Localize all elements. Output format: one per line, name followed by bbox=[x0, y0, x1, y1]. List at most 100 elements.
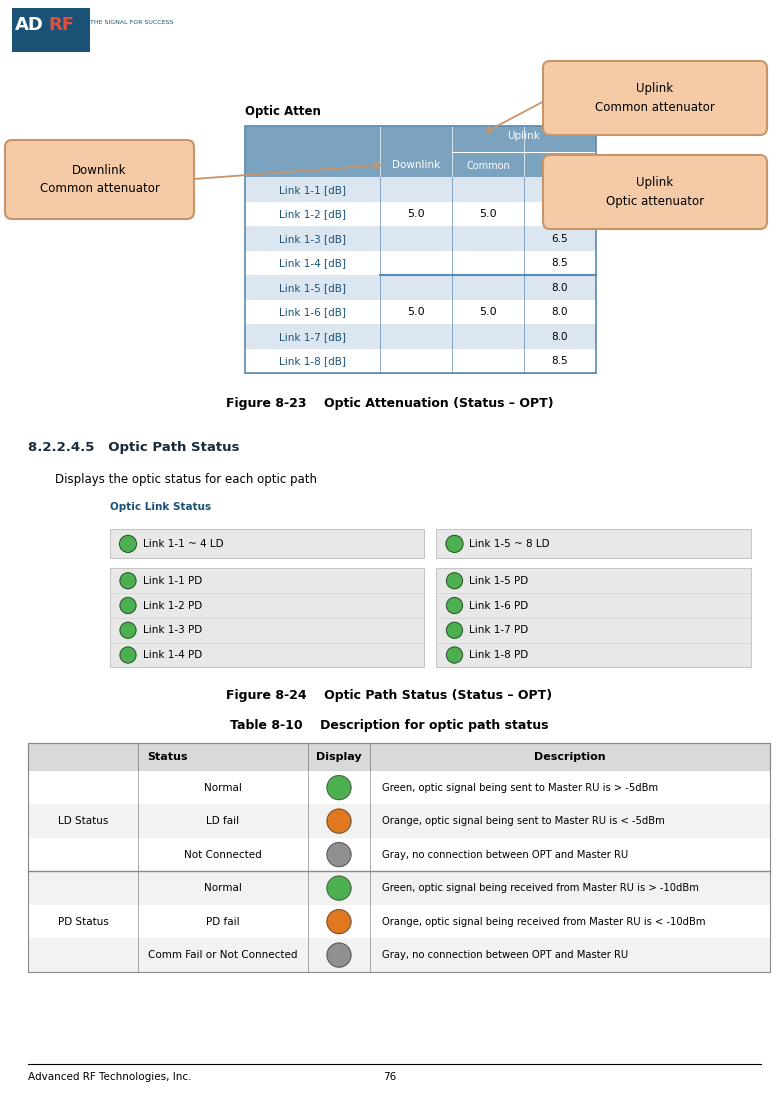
Text: 76: 76 bbox=[382, 1072, 397, 1083]
FancyBboxPatch shape bbox=[245, 202, 596, 226]
Text: Link 1-2 PD: Link 1-2 PD bbox=[143, 600, 203, 611]
FancyBboxPatch shape bbox=[543, 62, 767, 135]
Text: Link 1-6 PD: Link 1-6 PD bbox=[470, 600, 529, 611]
Text: 8.0: 8.0 bbox=[552, 332, 568, 342]
Text: Link 1-5 ~ 8 LD: Link 1-5 ~ 8 LD bbox=[470, 539, 550, 548]
Text: Not Connected: Not Connected bbox=[184, 850, 262, 859]
Text: 8.5: 8.5 bbox=[552, 258, 569, 268]
Text: LD fail: LD fail bbox=[206, 817, 240, 826]
Text: Link 1-8 PD: Link 1-8 PD bbox=[470, 650, 529, 660]
Text: Link 1-3 [dB]: Link 1-3 [dB] bbox=[279, 234, 346, 244]
Text: Optic Link Status: Optic Link Status bbox=[110, 502, 211, 512]
Circle shape bbox=[119, 535, 136, 553]
Text: 8.0: 8.0 bbox=[552, 307, 568, 318]
FancyBboxPatch shape bbox=[28, 837, 770, 872]
Text: Advanced RF Technologies, Inc.: Advanced RF Technologies, Inc. bbox=[28, 1072, 192, 1083]
FancyBboxPatch shape bbox=[245, 276, 596, 300]
Circle shape bbox=[120, 598, 136, 613]
Circle shape bbox=[120, 622, 136, 639]
Text: Downlink
Common attenuator: Downlink Common attenuator bbox=[40, 164, 160, 196]
Text: Displays the optic status for each optic path: Displays the optic status for each optic… bbox=[55, 473, 317, 486]
FancyBboxPatch shape bbox=[245, 251, 596, 276]
Text: Normal: Normal bbox=[204, 782, 242, 792]
Text: Figure 8-23    Optic Attenuation (Status – OPT): Figure 8-23 Optic Attenuation (Status – … bbox=[226, 397, 553, 410]
Text: Description: Description bbox=[534, 752, 606, 762]
FancyBboxPatch shape bbox=[436, 530, 751, 558]
Text: Downlink: Downlink bbox=[392, 159, 440, 169]
FancyBboxPatch shape bbox=[245, 324, 596, 348]
Text: Link 1-2 [dB]: Link 1-2 [dB] bbox=[279, 209, 346, 219]
Text: Gray, no connection between OPT and Master RU: Gray, no connection between OPT and Mast… bbox=[382, 850, 628, 859]
Text: THE SIGNAL FOR SUCCESS: THE SIGNAL FOR SUCCESS bbox=[90, 20, 173, 25]
Text: Display: Display bbox=[316, 752, 361, 762]
Text: Comm Fail or Not Connected: Comm Fail or Not Connected bbox=[148, 951, 298, 961]
Circle shape bbox=[327, 809, 351, 833]
Circle shape bbox=[327, 943, 351, 967]
FancyBboxPatch shape bbox=[110, 568, 425, 667]
FancyBboxPatch shape bbox=[28, 743, 770, 770]
FancyBboxPatch shape bbox=[28, 804, 770, 837]
Text: Green, optic signal being received from Master RU is > -10dBm: Green, optic signal being received from … bbox=[382, 884, 699, 893]
Text: Link 1-1 [dB]: Link 1-1 [dB] bbox=[279, 185, 346, 195]
Text: 5.0: 5.0 bbox=[407, 307, 425, 318]
FancyBboxPatch shape bbox=[436, 568, 751, 667]
Circle shape bbox=[446, 647, 463, 663]
Text: Gray, no connection between OPT and Master RU: Gray, no connection between OPT and Mast… bbox=[382, 951, 628, 961]
FancyBboxPatch shape bbox=[28, 770, 770, 804]
FancyBboxPatch shape bbox=[5, 140, 194, 219]
Text: Status: Status bbox=[148, 752, 189, 762]
FancyBboxPatch shape bbox=[245, 126, 596, 177]
Text: 5.0: 5.0 bbox=[407, 209, 425, 219]
Text: Uplink
Optic attenuator: Uplink Optic attenuator bbox=[606, 176, 704, 208]
Text: 8.5: 8.5 bbox=[552, 356, 569, 366]
FancyBboxPatch shape bbox=[12, 8, 90, 52]
Text: Orange, optic signal being sent to Master RU is < -5dBm: Orange, optic signal being sent to Maste… bbox=[382, 817, 664, 826]
Text: Link 1-7 PD: Link 1-7 PD bbox=[470, 625, 529, 635]
Circle shape bbox=[327, 776, 351, 800]
Circle shape bbox=[327, 876, 351, 900]
Text: 6.5: 6.5 bbox=[552, 234, 569, 244]
Circle shape bbox=[327, 843, 351, 867]
Circle shape bbox=[120, 573, 136, 589]
Text: 5.0: 5.0 bbox=[479, 307, 497, 318]
Text: LD Status: LD Status bbox=[58, 817, 108, 826]
Text: 8.2.2.4.5   Optic Path Status: 8.2.2.4.5 Optic Path Status bbox=[28, 441, 239, 454]
Text: Table 8-10    Description for optic path status: Table 8-10 Description for optic path st… bbox=[231, 719, 548, 732]
Text: Link: Link bbox=[550, 160, 570, 171]
Text: Orange, optic signal being received from Master RU is < -10dBm: Orange, optic signal being received from… bbox=[382, 917, 706, 926]
Circle shape bbox=[446, 598, 463, 613]
Text: Optic Atten: Optic Atten bbox=[245, 106, 321, 119]
FancyBboxPatch shape bbox=[28, 939, 770, 972]
Text: Normal: Normal bbox=[204, 884, 242, 893]
Text: Link 1-5 [dB]: Link 1-5 [dB] bbox=[279, 282, 346, 292]
Circle shape bbox=[327, 910, 351, 934]
FancyBboxPatch shape bbox=[110, 530, 425, 558]
Text: Link 1-4 [dB]: Link 1-4 [dB] bbox=[279, 258, 346, 268]
Text: 6.5: 6.5 bbox=[552, 209, 569, 219]
Text: Common: Common bbox=[466, 160, 510, 171]
Text: Uplink
Common attenuator: Uplink Common attenuator bbox=[595, 82, 715, 114]
Text: RF: RF bbox=[48, 16, 74, 34]
Text: Link 1-5 PD: Link 1-5 PD bbox=[470, 576, 529, 586]
Text: Link 1-4 PD: Link 1-4 PD bbox=[143, 650, 203, 660]
Text: Uplink: Uplink bbox=[508, 131, 541, 141]
FancyBboxPatch shape bbox=[245, 300, 596, 324]
Text: Link 1-6 [dB]: Link 1-6 [dB] bbox=[279, 307, 346, 318]
Text: 8.0: 8.0 bbox=[552, 282, 568, 292]
Text: Green, optic signal being sent to Master RU is > -5dBm: Green, optic signal being sent to Master… bbox=[382, 782, 658, 792]
Text: AD: AD bbox=[15, 16, 44, 34]
Circle shape bbox=[446, 535, 463, 553]
Circle shape bbox=[446, 622, 463, 639]
Text: Link 1-1 ~ 4 LD: Link 1-1 ~ 4 LD bbox=[143, 539, 224, 548]
Circle shape bbox=[446, 573, 463, 589]
Text: 6.5: 6.5 bbox=[552, 185, 569, 195]
Text: Link 1-1 PD: Link 1-1 PD bbox=[143, 576, 203, 586]
FancyBboxPatch shape bbox=[543, 155, 767, 229]
Circle shape bbox=[120, 647, 136, 663]
Text: PD Status: PD Status bbox=[58, 917, 108, 926]
Text: Link 1-8 [dB]: Link 1-8 [dB] bbox=[279, 356, 346, 366]
FancyBboxPatch shape bbox=[245, 177, 596, 202]
FancyBboxPatch shape bbox=[28, 904, 770, 939]
Text: Link 1-7 [dB]: Link 1-7 [dB] bbox=[279, 332, 346, 342]
FancyBboxPatch shape bbox=[245, 348, 596, 374]
